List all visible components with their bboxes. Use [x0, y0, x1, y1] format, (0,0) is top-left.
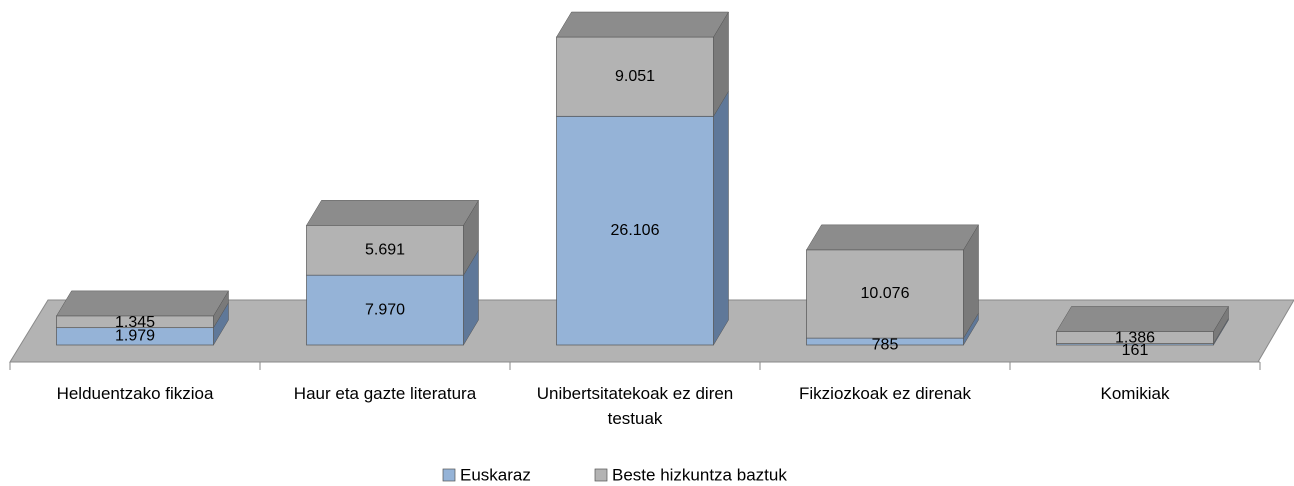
data-label: 785 [872, 336, 899, 353]
data-label: 26.106 [611, 222, 660, 239]
bar-top [306, 200, 479, 226]
bar-top [1056, 306, 1229, 332]
legend-label: Euskaraz [460, 465, 531, 484]
x-tick-label: Haur eta gazte literatura [293, 384, 477, 403]
data-label: 1.386 [1115, 330, 1155, 347]
data-label: 9.051 [615, 68, 655, 85]
legend-swatch [442, 468, 456, 482]
data-label: 10.076 [861, 285, 910, 302]
data-label: 1.979 [115, 328, 155, 345]
bar [806, 249, 964, 339]
bar-top [806, 224, 979, 251]
x-tick-label: Komikiak [1100, 384, 1170, 403]
data-label: 161 [1122, 342, 1149, 359]
bar-top [56, 290, 229, 317]
bar-side [713, 90, 729, 346]
data-label: 7.970 [365, 301, 405, 318]
legend-label: Beste hizkuntza baztuk [612, 465, 787, 484]
data-label: 1.345 [115, 314, 155, 331]
bar [556, 36, 714, 117]
bar-top [556, 11, 729, 38]
legend-swatch [594, 468, 608, 482]
x-tick-label: Unibertsitatekoak ez diren testuak [536, 384, 734, 428]
bar [306, 224, 464, 276]
x-tick-label: Fikziozkoak ez direnak [799, 384, 971, 403]
bar [556, 115, 714, 346]
data-label: 5.691 [365, 241, 405, 258]
x-tick-label: Helduentzako fikzioa [56, 384, 214, 403]
